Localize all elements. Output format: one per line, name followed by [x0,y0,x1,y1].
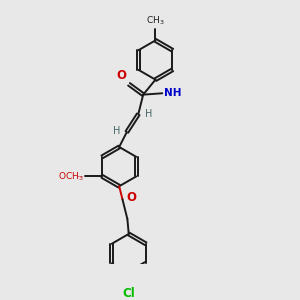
Text: methoxy: methoxy [78,176,84,177]
Text: CH$_3$: CH$_3$ [146,14,165,27]
Text: H: H [112,127,120,136]
Text: OCH$_3$: OCH$_3$ [58,170,84,183]
Text: H: H [145,109,152,119]
Text: Cl: Cl [122,287,135,300]
Text: O: O [126,191,136,204]
Text: O: O [116,69,126,82]
Text: NH: NH [164,88,182,98]
